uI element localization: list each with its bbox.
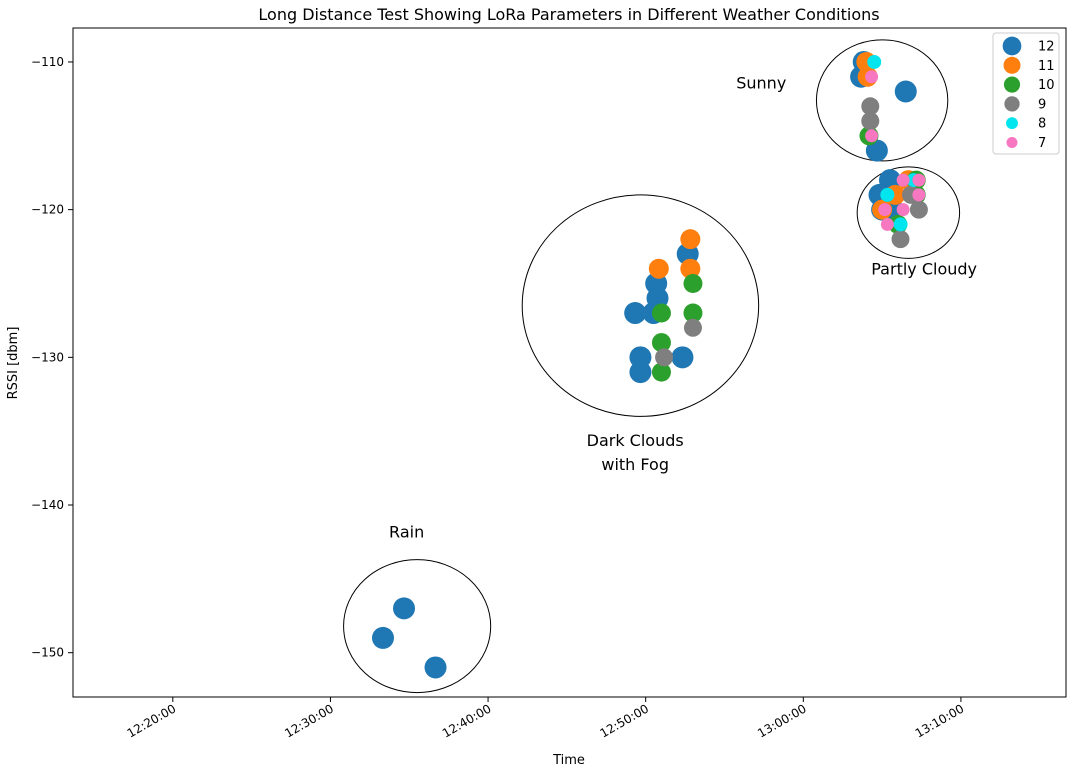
legend-label: 7: [1038, 136, 1046, 151]
legend-marker: [1002, 36, 1022, 56]
data-point-12: [393, 597, 415, 620]
region-ellipse: [815, 39, 949, 162]
y-tick-label: −150: [31, 646, 64, 660]
y-axis-label: RSSI [dbm]: [6, 327, 21, 400]
annotation-label: Partly Cloudy: [871, 260, 977, 279]
weather-annotations: Sunny Partly Cloudy Dark Clouds with Fog Rai…: [389, 74, 977, 542]
region-ellipse: [856, 166, 961, 259]
y-tick-label: −140: [31, 498, 64, 512]
data-point-9: [891, 230, 910, 249]
data-point-10: [683, 303, 703, 323]
legend-marker: [1004, 96, 1020, 112]
data-point-8: [867, 54, 882, 69]
annotation-label: Sunny: [736, 74, 786, 93]
data-point-12: [671, 346, 694, 369]
data-point-8: [893, 217, 908, 232]
x-tick-label: 13:00:00: [755, 701, 809, 740]
annotation-label: with Fog: [601, 455, 669, 474]
data-point-7: [896, 203, 910, 217]
legend-marker: [1006, 117, 1018, 130]
data-point-9: [861, 97, 880, 116]
data-point-12: [424, 656, 447, 679]
data-point-9: [909, 200, 928, 219]
legend-label: 11: [1038, 59, 1055, 74]
x-tick-label: 12:40:00: [440, 701, 494, 740]
legend-label: 8: [1038, 117, 1046, 132]
data-point-11: [680, 229, 701, 250]
x-tick-label: 12:20:00: [125, 701, 179, 740]
data-point-12: [894, 80, 917, 103]
x-tick-label: 12:50:00: [597, 701, 651, 740]
chart-title: Long Distance Test Showing LoRa Paramete…: [258, 5, 879, 24]
y-tick-label: −120: [31, 203, 64, 217]
y-tick-label: −130: [31, 350, 64, 364]
y-tick-label: −110: [31, 55, 64, 69]
region-ellipse: [521, 194, 760, 417]
annotation-label: Dark Clouds: [587, 431, 684, 450]
data-point-12: [624, 302, 647, 325]
data-point-10: [651, 303, 671, 323]
data-point-8: [880, 187, 895, 202]
data-point-10: [651, 333, 671, 353]
data-point-9: [861, 112, 880, 131]
legend-marker: [1006, 136, 1018, 149]
data-point-12: [865, 139, 888, 162]
data-point-12: [629, 361, 652, 384]
data-point-7: [912, 188, 926, 202]
data-point-7: [865, 70, 879, 84]
data-point-10: [651, 362, 671, 382]
region-ellipse: [343, 559, 492, 694]
data-point-11: [680, 258, 701, 279]
data-point-10: [683, 273, 703, 293]
x-tick-label: 12:30:00: [282, 701, 336, 740]
data-point-9: [683, 318, 702, 337]
x-tick-label: 13:10:00: [913, 701, 967, 740]
data-point-7: [878, 203, 892, 217]
data-points: [371, 50, 928, 679]
data-point-9: [655, 348, 674, 367]
legend-label: 12: [1038, 40, 1055, 55]
legend-marker: [1003, 56, 1021, 74]
data-point-7: [880, 217, 894, 231]
weather-regions: [343, 39, 961, 694]
data-point-7: [865, 129, 879, 143]
legend-marker: [1003, 76, 1021, 93]
data-point-7: [912, 173, 926, 187]
legend-label: 10: [1038, 78, 1055, 93]
x-axis-label: Time: [552, 753, 585, 768]
data-point-7: [896, 173, 910, 187]
data-point-11: [648, 258, 669, 279]
legend: 12 11 10 9 8 7: [992, 32, 1060, 155]
data-point-12: [371, 626, 394, 649]
plot-area: [72, 27, 1067, 698]
legend-label: 9: [1038, 97, 1046, 112]
annotation-label: Rain: [389, 523, 424, 542]
